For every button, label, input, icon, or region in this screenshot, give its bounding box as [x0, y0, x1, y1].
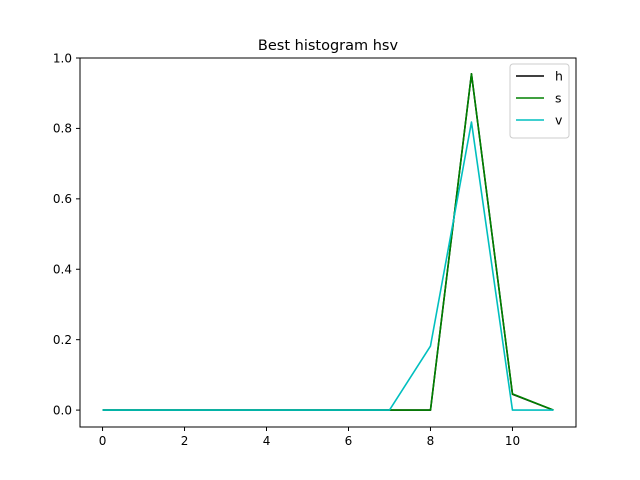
y-tick-label: 0.2: [53, 333, 72, 347]
legend: hsv: [509, 63, 570, 139]
y-tick-label: 0.6: [53, 192, 72, 206]
series-line-v: [102, 121, 554, 411]
y-tick-label: 0.8: [53, 122, 72, 136]
y-tick-label: 1.0: [53, 51, 72, 65]
x-axis: 0 2 4 6 8 10: [99, 427, 520, 448]
x-tick-label: 10: [505, 434, 520, 448]
x-tick-label: 8: [427, 434, 435, 448]
chart-title: Best histogram hsv: [258, 38, 399, 54]
x-tick-label: 2: [181, 434, 189, 448]
series-line-s: [102, 73, 554, 411]
legend-label-h: h: [555, 69, 563, 84]
y-axis: 0.0 0.2 0.4 0.6 0.8 1.0: [53, 51, 80, 417]
series-layer: [102, 73, 554, 411]
x-tick-label: 6: [345, 434, 353, 448]
legend-label-v: v: [555, 113, 563, 128]
y-tick-label: 0.4: [53, 263, 72, 277]
plot-frame: [79, 57, 577, 428]
legend-label-s: s: [555, 91, 562, 106]
x-tick-label: 4: [263, 434, 271, 448]
series-line-h: [102, 73, 554, 411]
x-tick-label: 0: [99, 434, 107, 448]
y-tick-label: 0.0: [53, 403, 72, 417]
